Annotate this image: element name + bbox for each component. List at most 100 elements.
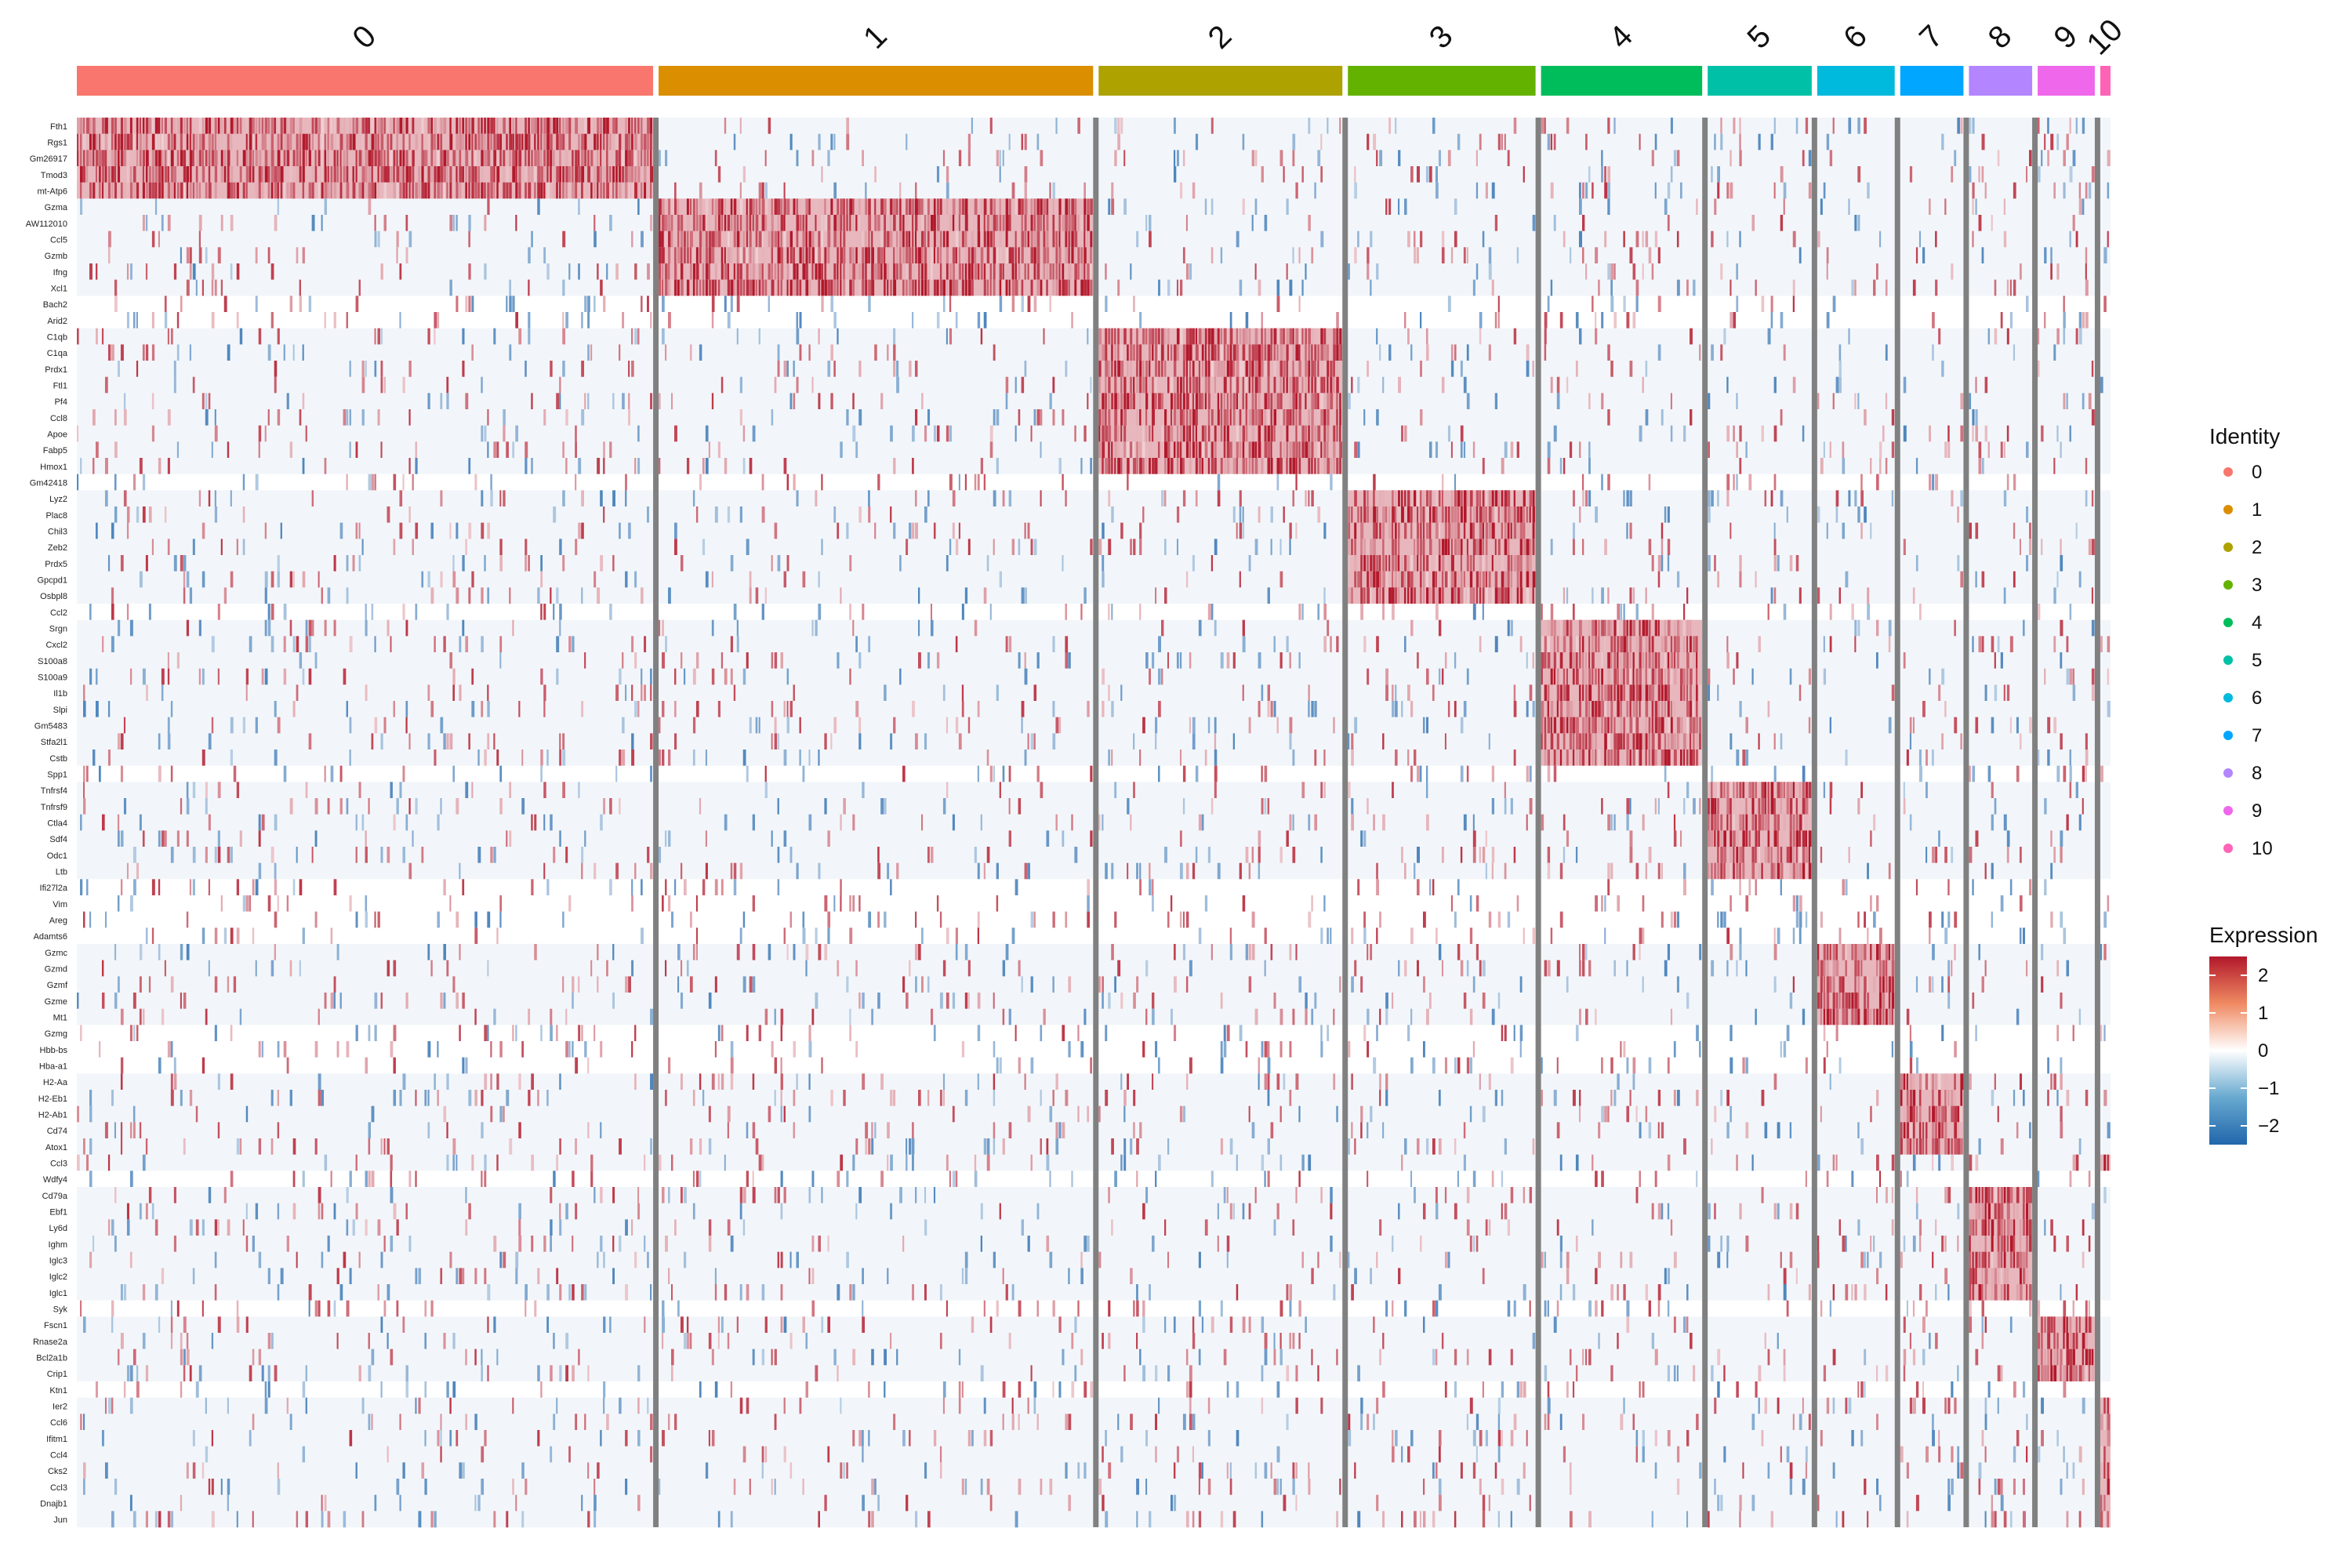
heatmap-row-Spp1 [77, 765, 2111, 782]
heatmap-row-Gzmb [77, 247, 2111, 264]
heatmap-row-Gzme [77, 993, 2111, 1009]
cluster-separator [1963, 118, 1969, 1527]
gene-label: Ltb [56, 868, 67, 877]
cluster-label-10: 10 [2080, 13, 2129, 62]
expression-tick-label: 1 [2258, 1003, 2268, 1024]
identity-legend-label-5: 5 [2252, 650, 2262, 671]
cluster-separator [1093, 118, 1099, 1527]
gene-label: Slpi [53, 706, 67, 715]
cluster-separator [1702, 118, 1708, 1527]
heatmap-row-Fabp5 [77, 441, 2111, 459]
cluster-separator [1342, 118, 1348, 1527]
gene-label: Gzma [45, 203, 68, 212]
heatmap-row-Ebf1 [77, 1203, 2111, 1220]
gene-label: Lyz2 [49, 495, 67, 504]
gene-label: Ly6d [49, 1224, 67, 1233]
cluster-bar-9 [2038, 66, 2095, 96]
heatmap-row-Tnfrsf4 [77, 782, 2111, 799]
heatmap-row-Stfa2l1 [77, 733, 2111, 750]
heatmap-row-Atox1 [77, 1138, 2111, 1155]
heatmap-row-Arid2 [77, 312, 2111, 328]
heatmap-row-Gzmf [77, 976, 2111, 993]
gene-label: Syk [53, 1305, 68, 1315]
heatmap-row-Tmod3 [77, 166, 2111, 183]
gene-label: Ftl1 [53, 382, 67, 391]
gene-label: Mt1 [53, 1014, 67, 1023]
heatmap-row-AW112010 [77, 215, 2111, 231]
expression-legend: Expression 2 1 0 −1 −2 [2209, 923, 2318, 1145]
identity-legend-swatch-2 [2223, 543, 2233, 552]
gene-label: Tnfrsf9 [41, 803, 67, 812]
heatmap-row-Rnase2a [77, 1333, 2111, 1349]
gene-label: Rnase2a [33, 1338, 68, 1347]
heatmap-row-Ctla4 [77, 814, 2111, 831]
heatmap-row-Ccl3 [77, 1154, 2111, 1171]
identity-legend-label-0: 0 [2252, 462, 2262, 483]
cluster-bar-6 [1817, 66, 1895, 96]
heatmap-row-Srgn [77, 619, 2111, 637]
gene-label: Ifi27l2a [40, 884, 68, 893]
heatmap-row-Gm42418 [77, 474, 2111, 491]
heatmap-row-Cstb [77, 750, 2111, 766]
gene-label: Cd79a [42, 1192, 68, 1201]
heatmap-row-H2-Eb1 [77, 1090, 2111, 1106]
heatmap-row-Prdx1 [77, 361, 2111, 377]
gene-label: Ccl6 [50, 1418, 67, 1428]
heatmap-row-Ccl8 [77, 409, 2111, 426]
heatmap-cells [77, 118, 2111, 1528]
gene-label: Ier2 [53, 1403, 67, 1412]
gene-label: Crip1 [47, 1370, 67, 1379]
gene-label: Cks2 [48, 1467, 67, 1476]
heatmap-row-Lyz2 [77, 490, 2111, 507]
heatmap-row-Gm26917 [77, 150, 2111, 167]
gene-label: Stfa2l1 [41, 738, 67, 747]
heatmap-row-Mt1 [77, 1008, 2111, 1025]
gene-label: Bcl2a1b [36, 1354, 67, 1363]
identity-legend-swatch-3 [2223, 580, 2233, 590]
identity-legend-label-1: 1 [2252, 499, 2262, 521]
gene-label: Rgs1 [47, 139, 67, 148]
heatmap-row-Syk [77, 1300, 2111, 1317]
heatmap-row-Vim [77, 895, 2111, 912]
identity-legend-swatch-0 [2223, 467, 2233, 477]
gene-label: Fscn1 [44, 1321, 67, 1330]
gene-label: H2-Ab1 [38, 1111, 67, 1120]
heatmap-row-Areg [77, 911, 2111, 928]
cluster-bar-2 [1098, 66, 1343, 96]
gene-label: Ctla4 [47, 819, 67, 829]
cluster-label-2: 2 [1202, 19, 1239, 56]
identity-legend-swatch-1 [2223, 505, 2233, 514]
heatmap-row-Gzmd [77, 960, 2111, 977]
identity-legend-swatch-8 [2223, 768, 2233, 778]
cluster-separator [1811, 118, 1817, 1527]
cluster-bar-3 [1348, 66, 1536, 96]
heatmap-row-Fscn1 [77, 1316, 2111, 1334]
heatmap-row-Bach2 [77, 296, 2111, 313]
gene-label: Cd74 [47, 1127, 67, 1136]
gene-label: Apoe [47, 430, 67, 440]
gene-label: Spp1 [47, 771, 67, 780]
gene-label: Ccl3 [50, 1483, 67, 1493]
identity-legend-label-6: 6 [2252, 688, 2262, 709]
gene-label: Osbpl8 [40, 592, 67, 601]
gene-label: Fabp5 [43, 446, 67, 456]
heatmap-row-Ier2 [77, 1397, 2111, 1414]
cluster-separator [653, 118, 659, 1527]
gene-label: Areg [49, 916, 67, 926]
heatmap-row-Ktn1 [77, 1381, 2111, 1398]
heatmap-row-Ifitm1 [77, 1430, 2111, 1446]
cluster-label-3: 3 [1423, 19, 1460, 56]
heatmap-row-Pf4 [77, 393, 2111, 410]
gene-label: Zeb2 [48, 543, 67, 553]
heatmap-row-Bcl2a1b [77, 1348, 2111, 1366]
heatmap-row-Ifng [77, 263, 2111, 280]
gene-label: Jun [53, 1515, 67, 1525]
cluster-separator [1894, 118, 1900, 1527]
identity-legend-label-4: 4 [2252, 612, 2262, 633]
gene-label: Wdfy4 [43, 1175, 67, 1185]
gene-label: Gzmb [45, 252, 67, 261]
heatmap-row-Ccl5 [77, 230, 2111, 248]
heatmap-row-Fth1 [77, 118, 2111, 134]
gene-label: Hbb-bs [40, 1046, 68, 1055]
